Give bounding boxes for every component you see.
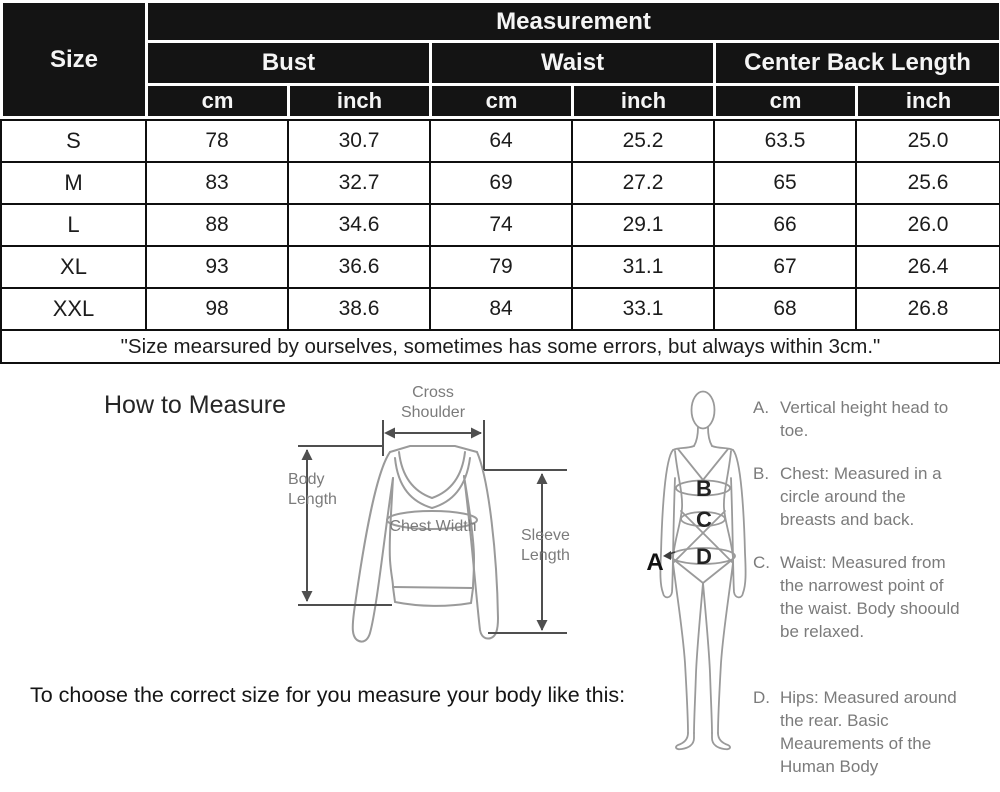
table-cell: 69 xyxy=(429,161,573,205)
annotation-label: A. xyxy=(753,398,770,417)
annotation-text: Hips: Measured around the rear. Basic Me… xyxy=(780,688,957,776)
table-cell: 26.0 xyxy=(855,203,1000,247)
table-cell: 30.7 xyxy=(287,119,431,163)
annotation-label: D. xyxy=(753,688,770,707)
body-marker-d: D xyxy=(696,544,712,569)
table-cell: 29.1 xyxy=(571,203,715,247)
unit-header-cm: cm xyxy=(429,83,574,119)
table-cell: 38.6 xyxy=(287,287,431,331)
table-cell: 67 xyxy=(713,245,857,289)
sleeve-length-label: Sleeve Length xyxy=(521,527,570,564)
size-chart: Size Measurement Bust Waist Center Back … xyxy=(0,0,1000,364)
table-cell: 66 xyxy=(713,203,857,247)
size-label: XXL xyxy=(0,287,147,331)
table-row-m: M 83 32.7 69 27.2 65 25.6 xyxy=(0,161,1000,205)
table-cell: 74 xyxy=(429,203,573,247)
size-label: S xyxy=(0,119,147,163)
table-cell: 25.2 xyxy=(571,119,715,163)
size-label: L xyxy=(0,203,147,247)
cross-shoulder-label: Cross Shoulder xyxy=(400,384,466,421)
table-cell: 79 xyxy=(429,245,573,289)
dimension-lines xyxy=(298,420,567,634)
table-row-s: S 78 30.7 64 25.2 63.5 25.0 xyxy=(0,119,1000,163)
shirt-diagram-icon xyxy=(298,420,567,643)
annotation-b: B. Chest: Measured in a circle around th… xyxy=(753,462,965,531)
table-cell: 32.7 xyxy=(287,161,431,205)
annotation-d: D. Hips: Measured around the rear. Basic… xyxy=(753,686,965,778)
table-row-l: L 88 34.6 74 29.1 66 26.0 xyxy=(0,203,1000,247)
table-cell: 31.1 xyxy=(571,245,715,289)
body-length-label: Body Length xyxy=(288,471,337,508)
size-chart-header-table: Size Measurement Bust Waist Center Back … xyxy=(0,0,1000,119)
table-row-xl: XL 93 36.6 79 31.1 67 26.4 xyxy=(0,245,1000,289)
annotation-text: Chest: Measured in a circle around the b… xyxy=(780,464,942,529)
table-cell: 98 xyxy=(145,287,289,331)
size-chart-body-table: S 78 30.7 64 25.2 63.5 25.0 M 83 32.7 69… xyxy=(0,119,1000,364)
header-measurement: Measurement xyxy=(144,0,1000,43)
annotation-label: B. xyxy=(753,464,770,483)
unit-header-inch: inch xyxy=(571,83,716,119)
body-marker-c: C xyxy=(696,507,712,532)
header-center-back-length: Center Back Length xyxy=(712,40,1000,86)
table-cell: 63.5 xyxy=(713,119,857,163)
annotation-text: Waist: Measured from the narrowest point… xyxy=(780,553,960,641)
table-cell: 88 xyxy=(145,203,289,247)
annotation-text: Vertical height head to toe. xyxy=(780,398,949,440)
table-cell: 64 xyxy=(429,119,573,163)
annotation-a: A. Vertical height head to toe. xyxy=(753,396,965,442)
table-cell: 65 xyxy=(713,161,857,205)
size-label: XL xyxy=(0,245,147,289)
shirt-outline xyxy=(351,445,500,643)
table-cell: 25.0 xyxy=(855,119,1000,163)
body-marker-b: B xyxy=(696,476,712,501)
sizing-instruction: To choose the correct size for you measu… xyxy=(30,683,626,707)
table-cell: 36.6 xyxy=(287,245,431,289)
marker-a-arrow xyxy=(663,551,676,560)
unit-header-cm: cm xyxy=(145,83,290,119)
body-marker-a: A xyxy=(646,549,663,576)
header-waist: Waist xyxy=(429,40,716,86)
arrowheads xyxy=(301,427,548,631)
note-row: "Size mearsured by ourselves, sometimes … xyxy=(0,329,1000,364)
table-cell: 25.6 xyxy=(855,161,1000,205)
unit-header-cm: cm xyxy=(713,83,858,119)
table-cell: 26.8 xyxy=(855,287,1000,331)
how-to-measure-title: How to Measure xyxy=(104,391,287,419)
annotation-c: C. Waist: Measured from the narrowest po… xyxy=(753,551,965,643)
size-label: M xyxy=(0,161,147,205)
chest-width-label: Chest Width xyxy=(389,518,477,535)
table-row-xxl: XXL 98 38.6 84 33.1 68 26.8 xyxy=(0,287,1000,331)
body-figure-icon: A B C D xyxy=(646,390,747,751)
table-cell: 93 xyxy=(145,245,289,289)
table-cell: 68 xyxy=(713,287,857,331)
table-cell: 33.1 xyxy=(571,287,715,331)
header-bust: Bust xyxy=(145,40,432,86)
size-note: "Size mearsured by ourselves, sometimes … xyxy=(0,329,1000,364)
corner-header-size: Size xyxy=(0,0,148,119)
unit-header-inch: inch xyxy=(287,83,432,119)
body-outline xyxy=(659,390,747,751)
table-cell: 78 xyxy=(145,119,289,163)
table-cell: 34.6 xyxy=(287,203,431,247)
table-cell: 27.2 xyxy=(571,161,715,205)
annotation-label: C. xyxy=(753,553,770,572)
table-cell: 83 xyxy=(145,161,289,205)
unit-header-inch: inch xyxy=(854,83,1000,119)
table-cell: 84 xyxy=(429,287,573,331)
table-cell: 26.4 xyxy=(855,245,1000,289)
